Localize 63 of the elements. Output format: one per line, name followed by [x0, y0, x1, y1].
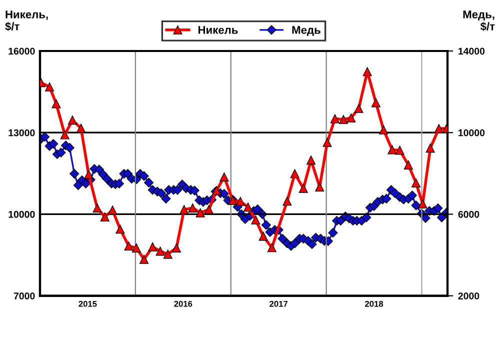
- point: [68, 116, 77, 125]
- legend-label: Никель: [198, 26, 238, 34]
- point: [354, 104, 364, 113]
- point: [236, 196, 245, 206]
- point: [45, 82, 54, 92]
- legend-label: Медь: [292, 26, 320, 36]
- y2-tick-label: 10000: [458, 129, 485, 136]
- y-axis-title: Никель, $/т: [5, 10, 48, 32]
- point: [362, 67, 372, 76]
- point: [322, 138, 332, 147]
- point: [108, 206, 118, 215]
- point: [395, 146, 404, 155]
- point: [132, 243, 141, 252]
- point: [84, 170, 94, 180]
- y2-axis-title: Медь, $/т: [463, 10, 495, 32]
- point: [306, 156, 316, 165]
- point: [346, 113, 356, 122]
- point: [251, 215, 260, 224]
- y2-tick-label: 6000: [458, 210, 480, 218]
- point: [196, 208, 205, 218]
- point: [100, 212, 110, 222]
- y-tick-label: 10000: [8, 210, 35, 218]
- x-tick-label: 2018: [365, 300, 384, 307]
- y-tick-label: 7000: [14, 292, 35, 300]
- point: [418, 199, 428, 208]
- x-tick-label: 2017: [270, 300, 288, 307]
- point: [404, 160, 413, 170]
- point: [282, 196, 292, 206]
- point: [52, 99, 61, 108]
- point: [434, 124, 444, 134]
- point: [338, 115, 348, 124]
- point: [330, 114, 340, 124]
- point: [290, 169, 300, 178]
- point: [156, 246, 165, 256]
- point: [267, 243, 276, 252]
- point: [60, 130, 70, 140]
- point: [244, 202, 253, 212]
- point: [298, 184, 308, 193]
- y-tick-label: 16000: [8, 48, 35, 55]
- y2-tick-label: 2000: [458, 292, 480, 300]
- point: [371, 98, 380, 108]
- point: [92, 203, 102, 212]
- point: [204, 205, 214, 214]
- point: [116, 224, 125, 234]
- point: [148, 242, 158, 252]
- point: [180, 205, 189, 214]
- x-tick-label: 2015: [78, 300, 97, 307]
- y2-tick-label: 14000: [458, 48, 485, 55]
- point: [76, 124, 86, 133]
- point: [258, 232, 268, 241]
- point: [188, 203, 198, 212]
- point: [411, 178, 421, 188]
- point: [140, 254, 149, 264]
- point: [163, 250, 172, 259]
- point: [220, 172, 229, 182]
- y-tick-label: 13000: [8, 129, 35, 136]
- point: [379, 125, 388, 134]
- point: [426, 144, 435, 153]
- point: [172, 243, 181, 252]
- point: [315, 182, 324, 192]
- x-tick-label: 2016: [174, 300, 192, 307]
- point: [124, 242, 134, 251]
- point: [388, 145, 397, 154]
